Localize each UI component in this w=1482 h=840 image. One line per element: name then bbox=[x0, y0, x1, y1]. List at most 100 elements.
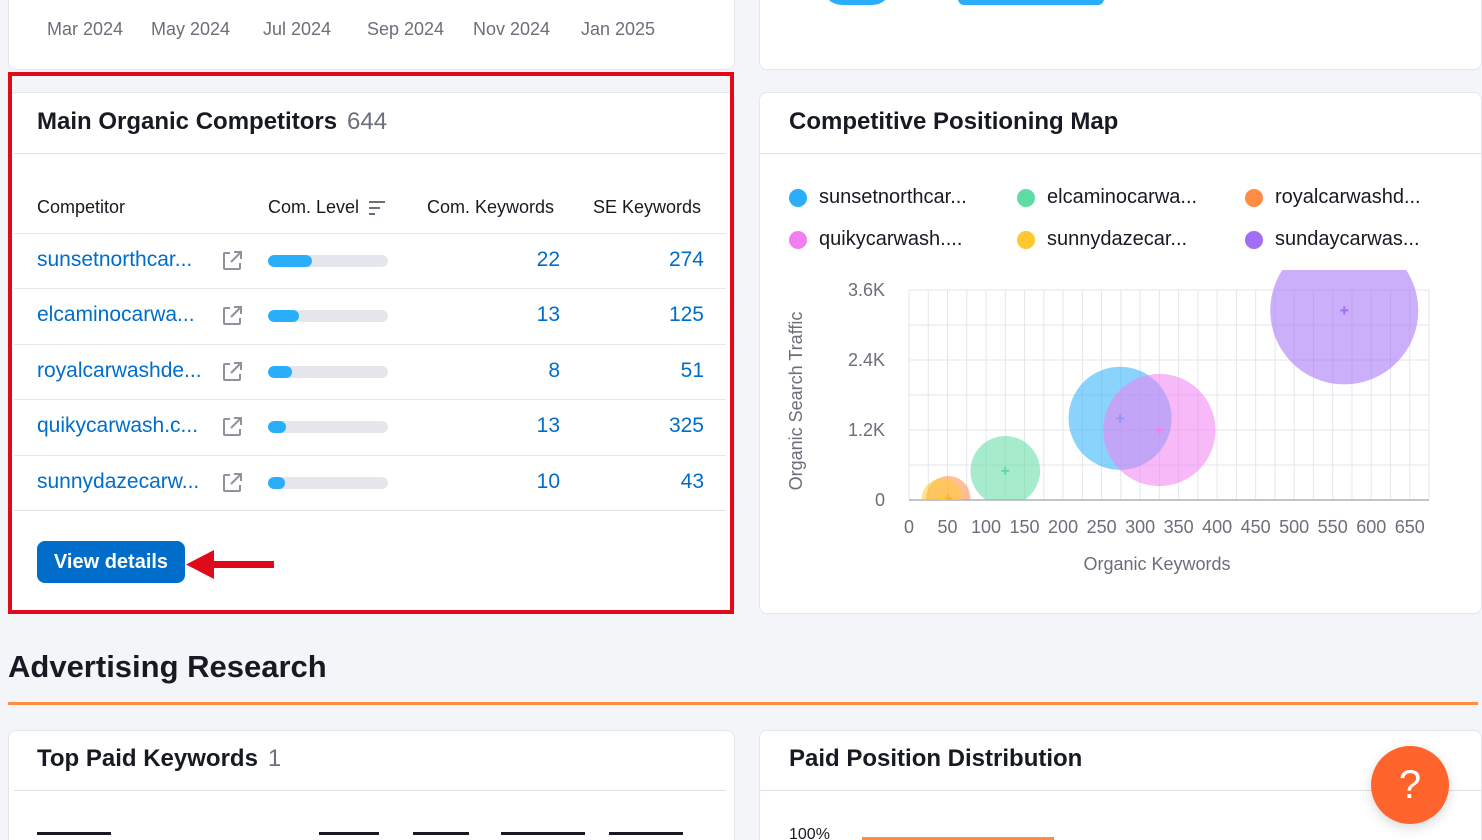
external-link-icon[interactable] bbox=[220, 304, 244, 328]
com-keywords-value[interactable]: 8 bbox=[548, 358, 560, 382]
legend-item[interactable]: elcaminocarwa... bbox=[1017, 186, 1197, 209]
y-tick-label: 1.2K bbox=[848, 420, 885, 440]
se-keywords-value[interactable]: 125 bbox=[668, 303, 704, 327]
competitor-domain-link[interactable]: royalcarwashde... bbox=[37, 358, 202, 382]
competitor-domain-link[interactable]: elcaminocarwa... bbox=[37, 303, 195, 327]
x-tick-label: 300 bbox=[1125, 517, 1155, 537]
legend-item[interactable]: royalcarwashd... bbox=[1245, 186, 1421, 209]
legend-color-dot bbox=[1245, 230, 1263, 249]
cut-off-header-fragment bbox=[609, 832, 683, 835]
x-tick-label: 100 bbox=[971, 517, 1001, 537]
table-row: sunnydazecarw... 10 43 bbox=[14, 454, 726, 510]
external-link-icon[interactable] bbox=[220, 249, 244, 273]
view-details-button[interactable]: View details bbox=[37, 541, 185, 583]
trend-axis-month: Jan 2025 bbox=[581, 19, 656, 39]
y-tick-label: 0 bbox=[875, 490, 885, 510]
top-paid-keywords-title: Top Paid Keywords 1 bbox=[37, 745, 281, 773]
x-tick-label: 50 bbox=[938, 517, 958, 537]
competitors-count: 644 bbox=[347, 108, 388, 135]
competitor-domain-link[interactable]: sunnydazecarw... bbox=[37, 469, 200, 493]
bubble-center-marker bbox=[1155, 426, 1164, 434]
x-tick-label: 600 bbox=[1356, 517, 1386, 537]
legend-color-dot bbox=[1245, 188, 1263, 207]
x-tick-label: 150 bbox=[1010, 517, 1040, 537]
com-level-bar-fill bbox=[268, 421, 286, 434]
com-level-bar bbox=[268, 310, 388, 323]
legend-label: sundaycarwas... bbox=[1275, 228, 1420, 250]
legend-color-dot bbox=[1017, 188, 1035, 207]
competitors-table-bottom-border bbox=[14, 510, 726, 511]
se-keywords-value[interactable]: 51 bbox=[680, 358, 704, 382]
y-tick-label: 2.4K bbox=[848, 350, 885, 370]
com-keywords-value[interactable]: 22 bbox=[536, 248, 560, 271]
paid-bar-fragment bbox=[862, 837, 1054, 840]
paid-axis-top-label: 100% bbox=[789, 826, 830, 840]
advertising-research-heading: Advertising Research bbox=[8, 649, 327, 684]
red-arrow-annotation bbox=[186, 550, 274, 579]
legend-item[interactable]: sunnydazecar... bbox=[1017, 228, 1187, 251]
top-paid-keywords-card bbox=[8, 730, 735, 840]
positioning-map-title: Competitive Positioning Map bbox=[789, 108, 1119, 135]
top-paid-keywords-title-text: Top Paid Keywords bbox=[37, 745, 258, 772]
top-paid-title-divider bbox=[14, 790, 726, 791]
table-row: sunsetnorthcar... 22 274 bbox=[14, 233, 726, 288]
trend-axis-month: Jul 2024 bbox=[263, 19, 332, 39]
top-paid-keywords-count: 1 bbox=[267, 745, 282, 772]
x-tick-label: 350 bbox=[1164, 517, 1194, 537]
cut-off-table-header-row bbox=[37, 832, 707, 840]
competitor-column-header: Competitor bbox=[37, 197, 126, 217]
com-level-column-header[interactable]: Com. Level bbox=[268, 197, 387, 218]
section-underline bbox=[8, 702, 1478, 705]
competitors-title-text: Main Organic Competitors bbox=[37, 108, 338, 135]
legend-label: royalcarwashd... bbox=[1275, 186, 1421, 208]
trend-axis-month: May 2024 bbox=[151, 19, 231, 39]
external-link-icon[interactable] bbox=[220, 415, 244, 439]
cut-off-header-fragment bbox=[37, 832, 111, 835]
legend-label: sunnydazecar... bbox=[1047, 228, 1188, 250]
legend-color-dot bbox=[1017, 230, 1035, 249]
com-keywords-value[interactable]: 13 bbox=[536, 414, 560, 438]
legend-label: sunsetnorthcar... bbox=[819, 186, 967, 208]
trend-axis-month: Mar 2024 bbox=[47, 19, 124, 39]
se-keywords-value[interactable]: 325 bbox=[668, 414, 704, 438]
x-tick-label: 500 bbox=[1279, 517, 1309, 537]
legend-label: elcaminocarwa... bbox=[1047, 186, 1198, 208]
se-keywords-value[interactable]: 274 bbox=[668, 248, 704, 271]
paid-position-distribution-title: Paid Position Distribution bbox=[789, 745, 1083, 772]
positioning-map-title-divider bbox=[759, 153, 1482, 154]
y-tick-label: 3.6K bbox=[848, 280, 885, 300]
com-keywords-column-header[interactable]: Com. Keywords bbox=[427, 197, 555, 217]
x-tick-label: 250 bbox=[1087, 517, 1117, 537]
legend-item[interactable]: sunsetnorthcar... bbox=[789, 186, 967, 209]
help-button[interactable]: ? bbox=[1371, 746, 1449, 824]
com-keywords-value[interactable]: 13 bbox=[536, 303, 560, 327]
x-axis-title: Organic Keywords bbox=[1083, 554, 1230, 574]
se-keywords-column-header[interactable]: SE Keywords bbox=[593, 197, 702, 217]
com-level-header-label: Com. Level bbox=[268, 197, 360, 217]
competitors-title: Main Organic Competitors 644 bbox=[37, 108, 387, 136]
com-level-bar bbox=[268, 476, 388, 489]
com-level-bar bbox=[268, 365, 388, 378]
com-level-bar bbox=[268, 421, 388, 434]
cut-off-header-fragment bbox=[413, 832, 469, 835]
se-keywords-value[interactable]: 43 bbox=[680, 469, 704, 493]
com-level-bar-fill bbox=[268, 365, 292, 378]
paid-distribution-title-divider bbox=[759, 790, 1482, 791]
trend-axis-month: Nov 2024 bbox=[473, 19, 551, 39]
sort-icon[interactable] bbox=[367, 199, 387, 217]
com-level-bar-fill bbox=[268, 255, 313, 267]
bubble-point bbox=[921, 478, 963, 500]
external-link-icon[interactable] bbox=[220, 360, 244, 384]
competitor-domain-link[interactable]: sunsetnorthcar... bbox=[37, 248, 193, 271]
external-link-icon[interactable] bbox=[220, 471, 244, 495]
bubble-center-marker bbox=[1001, 466, 1010, 475]
com-keywords-value[interactable]: 10 bbox=[536, 469, 560, 493]
legend-label: quikycarwash.... bbox=[819, 228, 963, 250]
paid-position-distribution-card bbox=[759, 730, 1482, 840]
legend-item[interactable]: quikycarwash.... bbox=[789, 228, 962, 251]
legend-item[interactable]: sundaycarwas... bbox=[1245, 228, 1420, 251]
bubble-point bbox=[1270, 270, 1419, 385]
competitors-title-divider bbox=[14, 153, 726, 154]
competitor-domain-link[interactable]: quikycarwash.c... bbox=[37, 414, 199, 438]
cut-off-header-fragment bbox=[501, 832, 585, 835]
